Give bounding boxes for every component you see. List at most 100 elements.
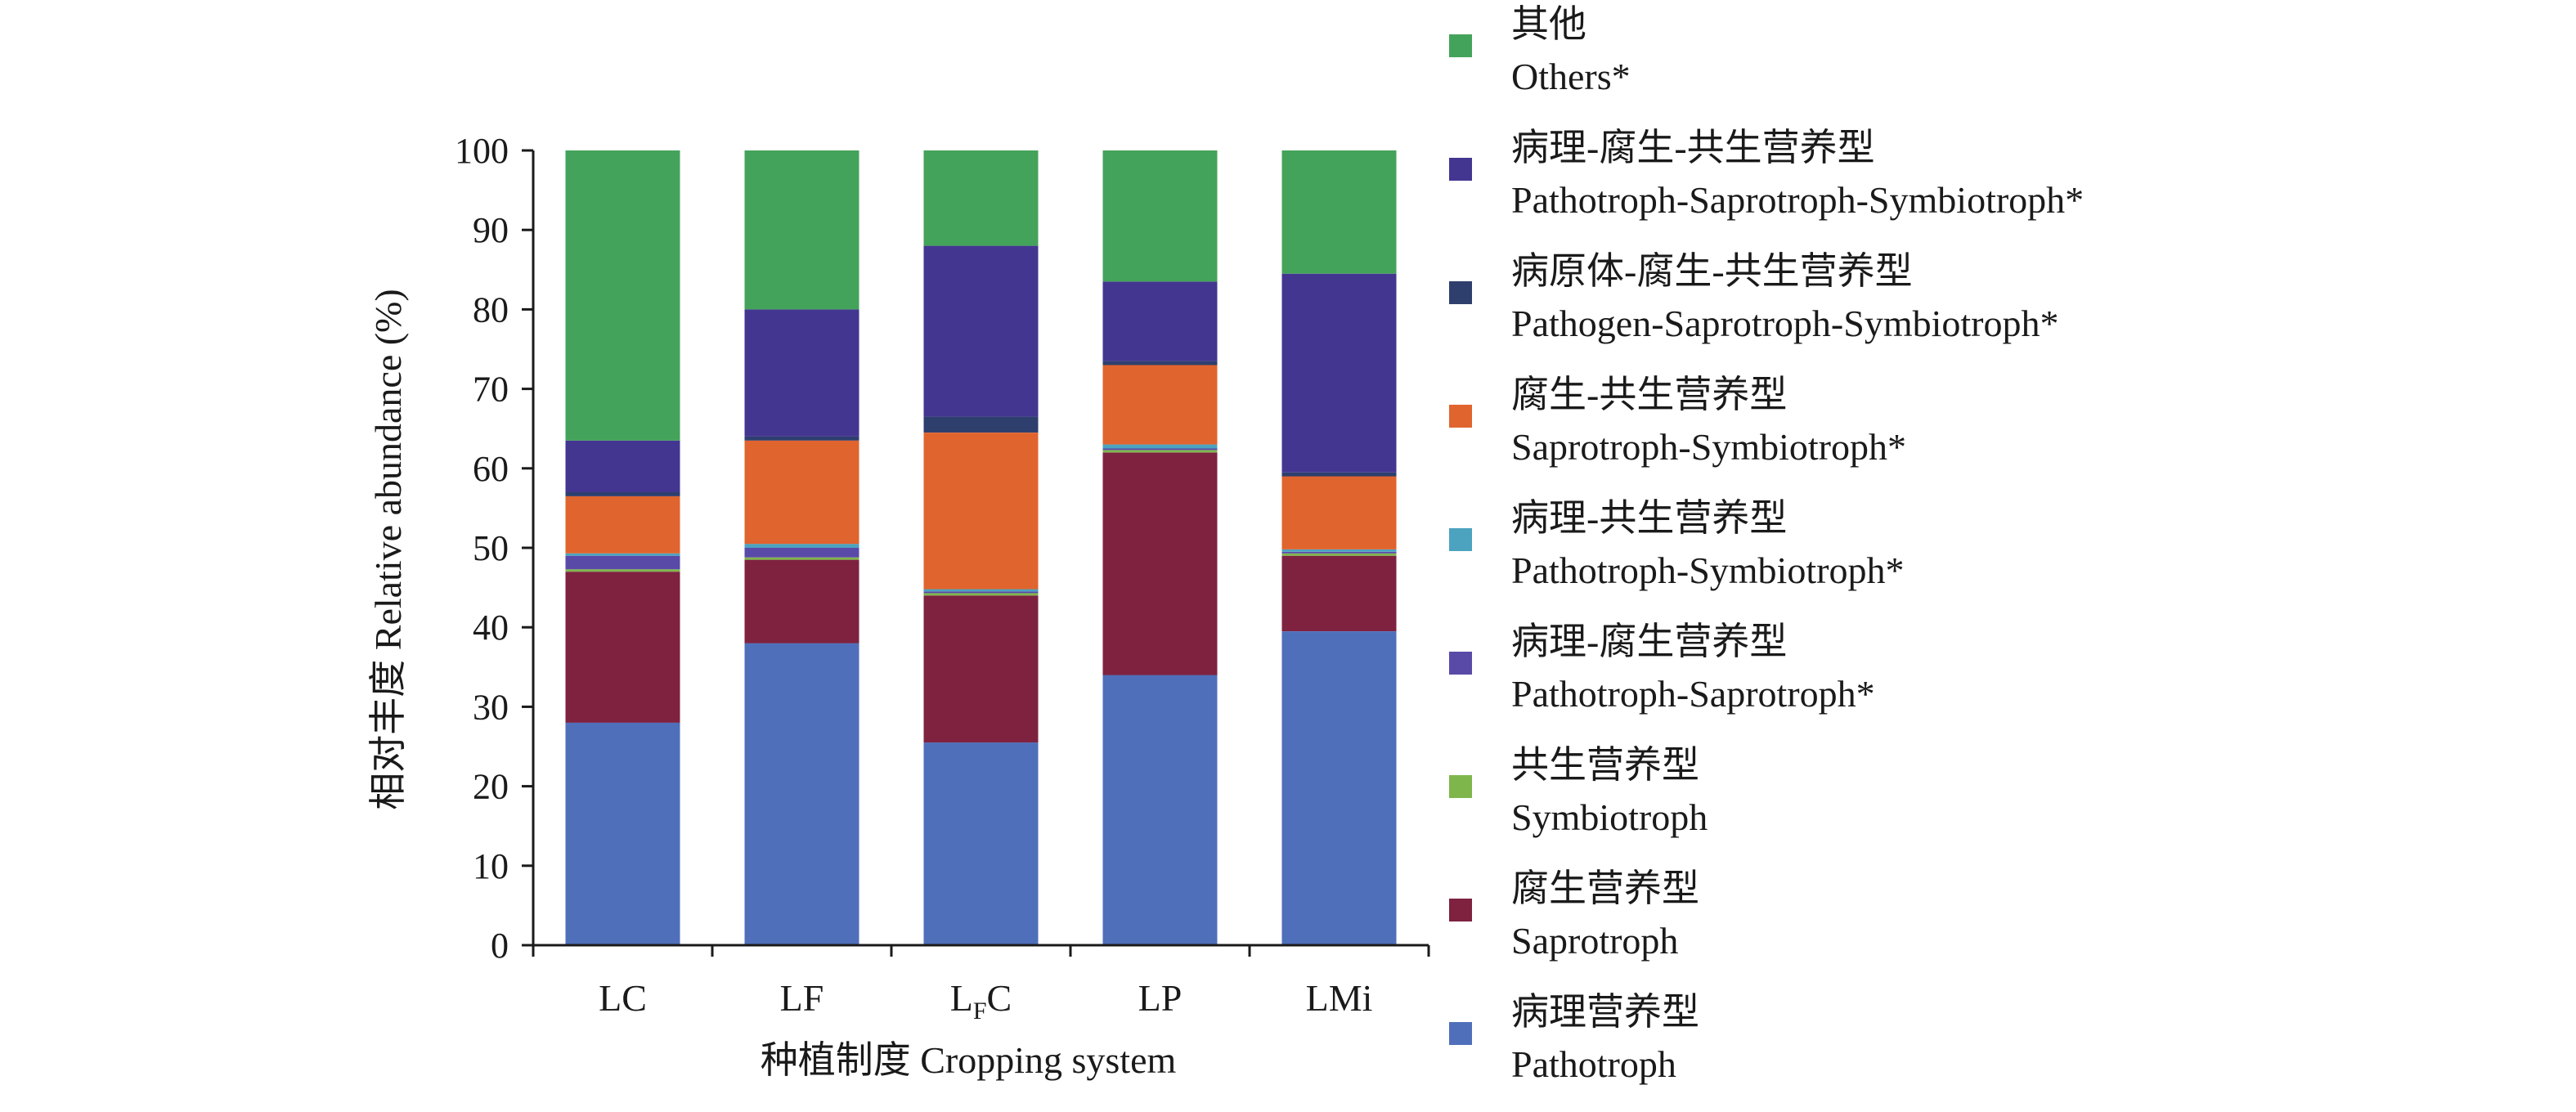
bar-segment-lf-3 bbox=[744, 548, 859, 558]
x-tick-label: LP bbox=[1138, 977, 1183, 1019]
y-axis-title: 相对丰度 Relative abundance (%) bbox=[367, 289, 409, 809]
bar-segment-lc-3 bbox=[565, 555, 680, 570]
bar-segment-lf-4 bbox=[744, 544, 859, 548]
bar-segment-lc-6 bbox=[565, 492, 680, 496]
bar-segment-lmi-8 bbox=[1281, 150, 1397, 274]
bar-segment-lp-3 bbox=[1102, 448, 1218, 451]
y-tick-label: 80 bbox=[473, 289, 509, 330]
bar-segment-lc-8 bbox=[565, 150, 680, 441]
legend-item: 病理-腐生营养型 Pathotroph-Saprotroph* bbox=[1446, 619, 2566, 742]
legend-label-zh: 腐生营养型 bbox=[1511, 868, 1699, 909]
bar-segment-lf-2 bbox=[744, 557, 859, 560]
bar-segment-lf-0 bbox=[744, 643, 859, 945]
bar-segment-lp-0 bbox=[1102, 675, 1218, 945]
bar-segment-lmi-0 bbox=[1281, 631, 1397, 945]
legend-label-zh: 共生营养型 bbox=[1511, 744, 1699, 786]
bar-segment-lmi-7 bbox=[1281, 273, 1397, 473]
legend-label-zh: 病理-腐生营养型 bbox=[1511, 621, 1788, 662]
bar-segment-lf-7 bbox=[744, 309, 859, 437]
bar-segment-lp-4 bbox=[1102, 444, 1218, 449]
y-tick-label: 60 bbox=[473, 449, 509, 489]
y-tick-label: 30 bbox=[473, 687, 509, 727]
x-tick-label: LFC bbox=[950, 977, 1012, 1025]
bar-segment-lp-2 bbox=[1102, 450, 1218, 453]
legend-swatch bbox=[1449, 1022, 1472, 1045]
legend-label-en: Pathotroph-Saprotroph* bbox=[1511, 673, 1875, 715]
legend-item: 腐生-共生营养型 Saprotroph-Symbiotroph* bbox=[1446, 372, 2566, 495]
x-tick-label: LF bbox=[780, 977, 824, 1019]
bar-segment-lc-7 bbox=[565, 440, 680, 492]
legend-label-en: Saprotroph bbox=[1511, 920, 1679, 962]
bar-segment-lfc-3 bbox=[923, 591, 1039, 594]
y-tick-label: 40 bbox=[473, 608, 509, 648]
bar-segment-lp-6 bbox=[1102, 361, 1218, 365]
bar-segment-lc-5 bbox=[565, 495, 680, 554]
legend-item: 病理-腐生-共生营养型 Pathotroph-Saprotroph-Symbiot… bbox=[1446, 125, 2566, 248]
bar-segment-lmi-5 bbox=[1281, 476, 1397, 549]
legend-label-zh: 病理-腐生-共生营养型 bbox=[1511, 127, 1875, 168]
bar-segment-lfc-4 bbox=[923, 589, 1039, 592]
bar-segment-lp-8 bbox=[1102, 150, 1218, 282]
bar-segment-lmi-1 bbox=[1281, 555, 1397, 631]
axes-layer: 0 10 20 30 40 50 60 70 80 90 100 LC LF LFC LP LMi bbox=[455, 131, 1430, 1025]
bar-segment-lf-5 bbox=[744, 440, 859, 545]
y-tick-label: 50 bbox=[473, 528, 509, 568]
legend-swatch bbox=[1449, 528, 1472, 551]
legend-swatch bbox=[1449, 405, 1472, 428]
bar-segment-lp-7 bbox=[1102, 281, 1218, 361]
y-tick-label: 90 bbox=[473, 210, 509, 250]
bar-segment-lmi-2 bbox=[1281, 553, 1397, 556]
bar-segment-lfc-5 bbox=[923, 433, 1039, 590]
legend-swatch bbox=[1449, 899, 1472, 921]
bar-segment-lc-2 bbox=[565, 569, 680, 572]
stacked-bar-chart: 0 10 20 30 40 50 60 70 80 90 100 LC LF LFC LP LMi 相对丰度 … bbox=[367, 131, 1430, 1081]
y-tick-label: 0 bbox=[491, 926, 509, 966]
bar-segment-lp-5 bbox=[1102, 365, 1218, 445]
bar-segment-lfc-7 bbox=[923, 245, 1039, 417]
bar-segment-lmi-6 bbox=[1281, 472, 1397, 477]
legend-swatch bbox=[1449, 775, 1472, 798]
legend-label-en: Pathotroph bbox=[1511, 1043, 1676, 1085]
legend-item: 共生营养型 Symbiotroph bbox=[1446, 742, 2566, 865]
x-tick-label: LMi bbox=[1306, 977, 1373, 1019]
x-axis-title: 种植制度 Cropping system bbox=[761, 1039, 1177, 1081]
bar-segment-lmi-4 bbox=[1281, 549, 1397, 552]
legend-label-zh: 病理营养型 bbox=[1511, 991, 1699, 1033]
bar-segment-lf-8 bbox=[744, 150, 859, 310]
y-tick-label: 70 bbox=[473, 370, 509, 410]
bar-segment-lc-0 bbox=[565, 722, 680, 945]
legend-item: 其他 Others* bbox=[1446, 2, 2566, 124]
legend-label-zh: 其他 bbox=[1511, 3, 1586, 45]
legend-swatch bbox=[1449, 158, 1472, 181]
legend-label-en: Pathotroph-Saprotroph-Symbiotroph* bbox=[1511, 179, 2085, 221]
bar-segment-lfc-6 bbox=[923, 416, 1039, 433]
bar-segment-lf-1 bbox=[744, 559, 859, 643]
bar-segment-lfc-2 bbox=[923, 593, 1039, 596]
bar-segment-lf-6 bbox=[744, 436, 859, 441]
legend-item: 病原体-腐生-共生营养型 Pathogen-Saprotroph-Symbiotr… bbox=[1446, 249, 2566, 371]
bar-segment-lfc-0 bbox=[923, 742, 1039, 945]
legend-label-en: Pathogen-Saprotroph-Symbiotroph* bbox=[1511, 303, 2059, 344]
legend-label-zh: 病原体-腐生-共生营养型 bbox=[1511, 250, 1913, 292]
bar-segment-lfc-8 bbox=[923, 150, 1039, 246]
y-tick-label: 100 bbox=[455, 131, 509, 171]
legend-label-en: Saprotroph-Symbiotroph* bbox=[1511, 426, 1906, 468]
legend-swatch bbox=[1449, 34, 1472, 57]
bar-segment-lmi-3 bbox=[1281, 551, 1397, 554]
legend: 其他 Others* 病理-腐生-共生营养型 Pathotroph-Saprotrop… bbox=[1446, 0, 2574, 1092]
bar-segment-lp-1 bbox=[1102, 452, 1218, 675]
bar-segment-lfc-1 bbox=[923, 595, 1039, 743]
legend-item: 腐生营养型 Saprotroph bbox=[1446, 866, 2566, 989]
bar-segment-lc-1 bbox=[565, 572, 680, 723]
legend-label-en: Symbiotroph bbox=[1511, 796, 1708, 838]
bar-segment-lc-4 bbox=[565, 553, 680, 556]
legend-swatch bbox=[1449, 652, 1472, 675]
bars-layer bbox=[565, 150, 1397, 945]
legend-label-zh: 病理-共生营养型 bbox=[1511, 497, 1788, 539]
legend-item: 病理-共生营养型 Pathotroph-Symbiotroph* bbox=[1446, 495, 2566, 618]
y-tick-label: 10 bbox=[473, 846, 509, 886]
legend-label-en: Pathotroph-Symbiotroph* bbox=[1511, 549, 1905, 591]
legend-swatch bbox=[1449, 281, 1472, 304]
legend-label-zh: 腐生-共生营养型 bbox=[1511, 374, 1788, 415]
legend-item: 病理营养型 Pathotroph bbox=[1446, 989, 2566, 1112]
